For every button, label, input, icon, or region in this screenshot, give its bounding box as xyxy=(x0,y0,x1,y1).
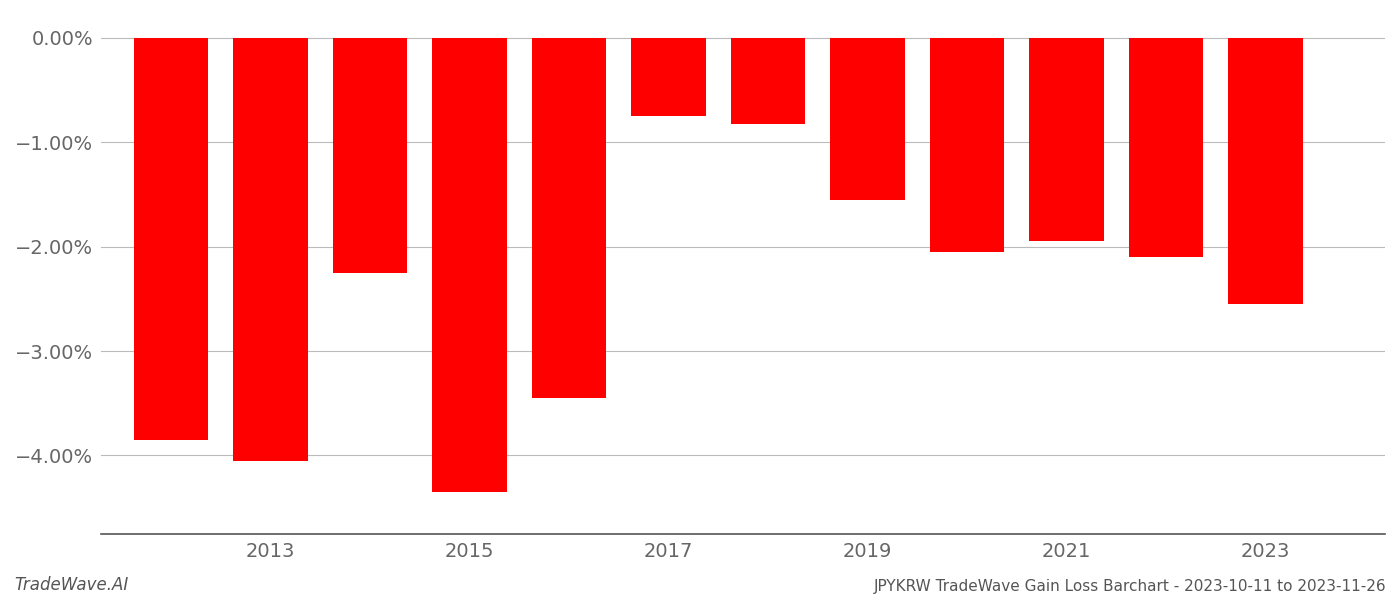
Bar xyxy=(1029,38,1105,241)
Bar xyxy=(631,38,706,116)
Bar xyxy=(1128,38,1204,257)
Bar xyxy=(1228,38,1303,304)
Bar xyxy=(134,38,209,440)
Text: TradeWave.AI: TradeWave.AI xyxy=(14,576,129,594)
Bar xyxy=(930,38,1004,252)
Bar xyxy=(433,38,507,492)
Text: JPYKRW TradeWave Gain Loss Barchart - 2023-10-11 to 2023-11-26: JPYKRW TradeWave Gain Loss Barchart - 20… xyxy=(874,579,1386,594)
Bar xyxy=(333,38,407,273)
Bar xyxy=(532,38,606,398)
Bar xyxy=(731,38,805,124)
Bar xyxy=(234,38,308,461)
Bar xyxy=(830,38,904,200)
